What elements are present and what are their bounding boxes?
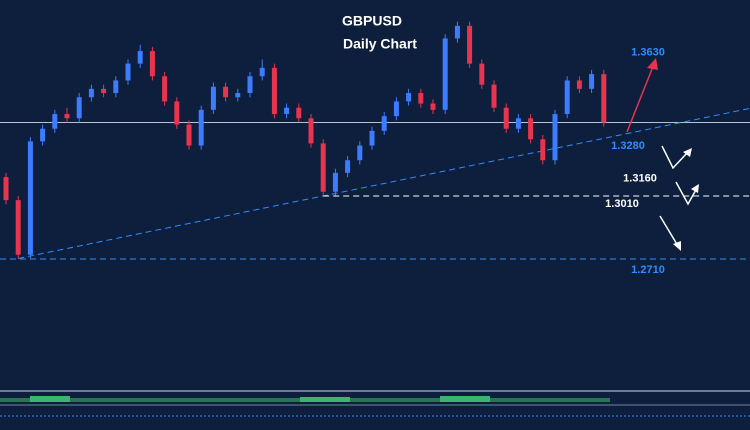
candle-body xyxy=(88,88,94,98)
candle-body xyxy=(467,25,473,64)
arrow-zigzag xyxy=(661,145,689,170)
candle-body xyxy=(576,80,582,89)
arrows xyxy=(626,58,699,251)
candle-body xyxy=(76,97,82,119)
candle-body xyxy=(40,128,46,142)
candle-body xyxy=(552,114,558,161)
arrow-up xyxy=(626,63,655,133)
indicator-bars xyxy=(30,396,70,402)
arrow-head xyxy=(647,58,658,70)
candle-body xyxy=(406,93,412,102)
candle-body xyxy=(430,103,436,110)
candle-body xyxy=(540,139,546,161)
candle-body xyxy=(223,86,229,98)
candle-body xyxy=(113,80,119,94)
candle-body xyxy=(259,67,265,77)
level-label: 1.3160 xyxy=(623,172,657,184)
candle-body xyxy=(418,93,424,104)
candle-body xyxy=(528,118,534,140)
candle-body xyxy=(296,107,302,119)
candle-body xyxy=(64,114,70,119)
chart-subtitle: Daily Chart xyxy=(343,36,417,52)
trendline xyxy=(18,107,750,260)
level-label: 1.3280 xyxy=(611,140,645,152)
candle-body xyxy=(454,25,460,39)
candle-body xyxy=(198,109,204,146)
candle-body xyxy=(503,107,509,129)
candle-body xyxy=(247,76,253,94)
candle-body xyxy=(125,63,131,81)
level-label: 1.3630 xyxy=(631,47,665,59)
candle-body xyxy=(479,63,485,85)
candle-body xyxy=(393,101,399,117)
candle-body xyxy=(369,130,375,146)
arrow-head xyxy=(683,148,692,157)
indicator-panel xyxy=(0,396,750,417)
level-label: 1.3010 xyxy=(605,198,639,210)
candle-body xyxy=(345,160,351,173)
candle-body xyxy=(381,116,387,131)
candle-body xyxy=(235,93,241,98)
chart-title: GBPUSD xyxy=(342,13,402,29)
candle-body xyxy=(149,51,155,77)
arrow-head xyxy=(673,241,681,251)
candle-body xyxy=(357,145,363,161)
candle-body xyxy=(3,177,9,201)
candle-body xyxy=(442,38,448,110)
candle-body xyxy=(137,51,143,64)
candle-body xyxy=(515,118,521,129)
plot xyxy=(0,21,750,260)
candle-body xyxy=(15,200,21,255)
level-label: 1.2710 xyxy=(631,264,665,276)
arrow-down xyxy=(659,215,679,247)
candle-body xyxy=(210,86,216,110)
candle-body xyxy=(174,101,180,125)
indicator-bars xyxy=(440,396,490,402)
candle-body xyxy=(589,74,595,89)
candle-body xyxy=(52,114,58,129)
candle-body xyxy=(186,124,192,146)
candle-body xyxy=(162,76,168,102)
candle-body xyxy=(320,143,326,192)
indicator-bars xyxy=(300,397,350,402)
candle-body xyxy=(101,88,107,94)
candle-body xyxy=(308,118,314,144)
arrow-zigzag xyxy=(675,181,698,206)
candle-body xyxy=(332,172,338,192)
candle-body xyxy=(27,141,33,255)
candle-body xyxy=(271,67,277,115)
candle-body xyxy=(564,80,570,115)
candle-body xyxy=(284,107,290,115)
arrow-head xyxy=(691,184,699,193)
candle-body xyxy=(601,74,607,123)
candle-body xyxy=(491,84,497,108)
